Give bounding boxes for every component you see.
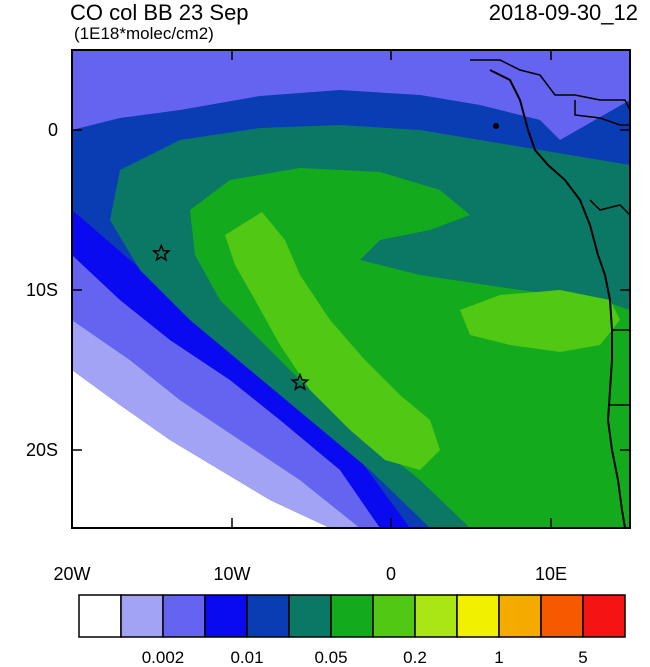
- colorbar-swatch: [540, 594, 584, 638]
- co-plume-core-west: [225, 212, 440, 470]
- border-north: [470, 59, 630, 111]
- colorbar-swatch: [582, 594, 626, 638]
- colorbar-swatch: [288, 594, 332, 638]
- x-tick-label-10w: 10W: [213, 564, 250, 584]
- co-field-northern-low: [72, 50, 630, 140]
- colorbar-swatch: [498, 594, 542, 638]
- island-sao-tome: [493, 123, 499, 129]
- tick-marks: [71, 50, 630, 528]
- colorbar-swatch: [78, 594, 122, 638]
- colorbar-label-5: 5: [578, 648, 587, 667]
- y-tick-label-10s: 10S: [26, 280, 58, 300]
- x-tick-label-10e: 10E: [535, 564, 567, 584]
- colorbar: [78, 594, 626, 638]
- y-tick-label-20s: 20S: [26, 440, 58, 460]
- x-tick-label-0: 0: [386, 564, 396, 584]
- colorbar-swatch: [162, 594, 206, 638]
- border-congo: [589, 199, 630, 216]
- border-gabon: [574, 100, 630, 126]
- colorbar-swatch: [120, 594, 164, 638]
- colorbar-swatch: [372, 594, 416, 638]
- colorbar-swatch: [414, 594, 458, 638]
- coastline: [489, 69, 626, 528]
- colorbar-swatch: [330, 594, 374, 638]
- star-marker-south: [290, 372, 310, 391]
- y-tick-label-0: 0: [48, 120, 58, 140]
- co-plume-green: [190, 168, 630, 528]
- colorbar-swatch: [204, 594, 248, 638]
- colorbar-label-005: 0.05: [314, 648, 347, 667]
- map-title: CO col BB 23 Sep: [70, 0, 249, 25]
- co-field-band-mid-low: [72, 210, 410, 528]
- colorbar-swatch: [456, 594, 500, 638]
- co-plume-core-east: [460, 290, 620, 352]
- colorbar-label-02: 0.2: [403, 648, 427, 667]
- units-subtitle: (1E18*molec/cm2): [74, 24, 214, 43]
- x-tick-label-20w: 20W: [53, 564, 90, 584]
- map-plot: [72, 50, 630, 528]
- colorbar-label-1: 1: [494, 648, 503, 667]
- no-data-region: [72, 370, 330, 528]
- colorbar-swatch: [246, 594, 290, 638]
- datetime-label: 2018-09-30_12: [488, 0, 638, 25]
- colorbar-label-0002: 0.002: [142, 648, 185, 667]
- map-frame: [71, 49, 631, 529]
- co-field-band-low: [72, 255, 380, 528]
- colorbar-label-001: 0.01: [230, 648, 263, 667]
- star-marker-west: [151, 243, 171, 262]
